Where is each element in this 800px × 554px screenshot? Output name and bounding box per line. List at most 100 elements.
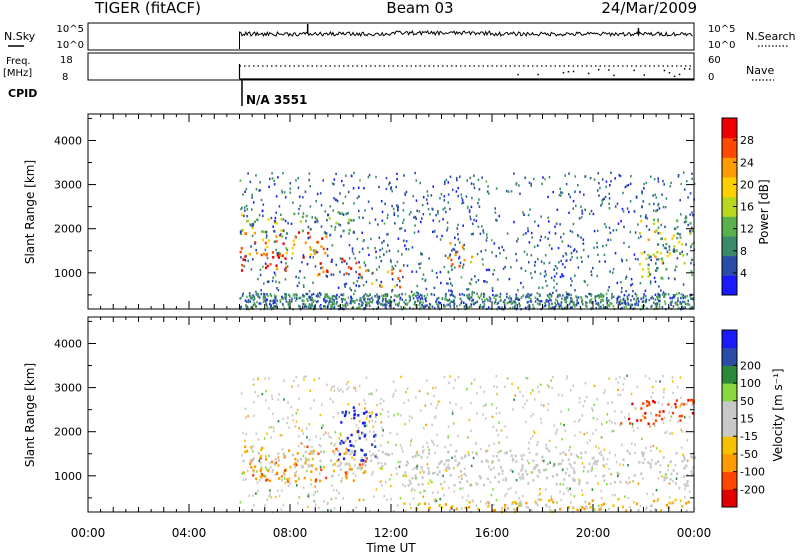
power-cell <box>260 253 263 257</box>
power-cell <box>470 205 473 209</box>
velocity-cell <box>667 403 670 406</box>
velocity-cell <box>509 486 512 490</box>
power-cell <box>547 299 550 303</box>
power-cell <box>244 299 247 302</box>
velocity-cell <box>422 495 425 498</box>
power-cell <box>470 233 473 236</box>
power-cell <box>397 214 399 218</box>
power-cell <box>468 298 471 301</box>
power-cell <box>455 190 458 193</box>
velocity-cell <box>426 379 428 382</box>
power-cell <box>567 244 570 248</box>
power-cell <box>416 296 419 300</box>
power-cell <box>619 174 622 178</box>
power-cell <box>588 212 591 216</box>
velocity-cell <box>456 464 459 467</box>
velocity-cell <box>580 456 583 460</box>
power-cell <box>598 260 601 263</box>
power-cell <box>360 275 362 278</box>
power-cell <box>563 298 566 302</box>
power-cell <box>641 275 644 279</box>
velocity-cell <box>288 426 290 429</box>
power-cell <box>261 238 264 242</box>
velocity-cell <box>313 499 315 503</box>
power-cell <box>328 302 330 305</box>
velocity-cell <box>340 480 343 483</box>
power-cell <box>375 175 377 179</box>
power-cell <box>245 204 248 208</box>
power-cell <box>675 249 678 252</box>
power-cell <box>596 274 599 278</box>
velocity-cell <box>466 499 468 502</box>
power-cell <box>538 293 541 296</box>
power-cell <box>571 255 573 259</box>
power-cell <box>297 177 299 180</box>
power-cell <box>522 211 524 214</box>
velocity-cell <box>686 459 689 462</box>
power-cell <box>404 193 407 196</box>
power-cell <box>627 297 629 301</box>
power-cell <box>601 202 604 205</box>
power-cell <box>378 301 381 304</box>
velocity-cell <box>644 412 647 415</box>
velocity-cell <box>609 482 612 485</box>
power-cell <box>551 247 553 250</box>
power-cell <box>652 209 655 212</box>
power-cell <box>499 292 502 296</box>
velocity-cell <box>305 459 307 463</box>
velocity-cell <box>377 449 380 452</box>
power-cell <box>495 298 497 301</box>
velocity-cell <box>567 506 570 509</box>
power-cell <box>480 294 482 298</box>
power-cell <box>562 294 564 297</box>
freq-left-label-2: [MHz] <box>3 68 32 79</box>
velocity-cell <box>692 401 695 405</box>
velocity-cell <box>578 478 580 481</box>
velocity-cell <box>410 506 412 510</box>
velocity-cell <box>416 450 418 454</box>
power-cell <box>559 187 561 190</box>
power-cell <box>391 288 394 292</box>
power-cell <box>446 226 449 230</box>
nave-dot <box>633 69 635 72</box>
power-cell <box>496 278 499 281</box>
velocity-cell <box>332 474 334 478</box>
power-cell <box>473 186 476 189</box>
velocity-cell <box>653 499 656 503</box>
velocity-cell <box>530 415 532 418</box>
velocity-cell <box>485 459 488 462</box>
velocity-cell <box>368 509 371 513</box>
power-cell <box>676 257 679 260</box>
power-cell <box>477 279 480 282</box>
velocity-cell <box>364 470 367 473</box>
power-cell <box>348 218 351 222</box>
nave-dot <box>678 73 681 76</box>
power-cell <box>367 246 369 250</box>
power-cell <box>539 303 542 306</box>
velocity-cell <box>364 433 367 437</box>
power-cell <box>330 260 333 263</box>
power-cell <box>647 275 650 278</box>
velocity-cell <box>484 450 488 453</box>
power-cell <box>419 181 421 185</box>
velocity-cell <box>364 407 366 410</box>
velocity-cell <box>381 408 384 411</box>
power-cell <box>349 302 352 305</box>
velocity-cell <box>668 482 671 485</box>
power-cell <box>244 259 247 262</box>
power-cell <box>311 302 313 305</box>
power-cell <box>621 207 624 211</box>
power-cell <box>375 279 378 282</box>
power-cell <box>276 254 279 257</box>
power-cell <box>269 263 272 266</box>
power-cell <box>316 295 319 298</box>
power-cell <box>628 293 630 297</box>
power-cell <box>383 253 385 256</box>
velocity-cell <box>628 452 631 455</box>
power-cell <box>680 213 682 216</box>
power-cell <box>294 235 297 238</box>
velocity-cell <box>652 444 655 448</box>
power-cell <box>473 218 475 222</box>
power-cell <box>607 238 609 242</box>
power-cell <box>378 236 381 239</box>
